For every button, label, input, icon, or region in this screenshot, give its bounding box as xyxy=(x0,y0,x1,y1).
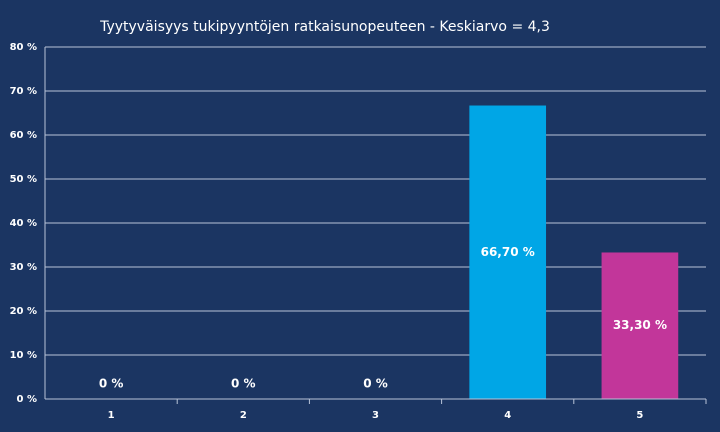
y-tick-label: 20 % xyxy=(10,306,37,317)
y-tick-label: 40 % xyxy=(10,218,37,229)
y-tick-label: 60 % xyxy=(10,130,37,141)
x-tick-label: 2 xyxy=(240,410,247,421)
value-label: 33,30 % xyxy=(613,318,667,332)
y-tick-label: 50 % xyxy=(10,174,37,185)
y-tick-label: 30 % xyxy=(10,262,37,273)
value-label: 0 % xyxy=(363,377,388,391)
value-label: 66,70 % xyxy=(481,245,535,259)
value-label: 0 % xyxy=(231,377,256,391)
value-label: 0 % xyxy=(99,377,124,391)
chart-title: Tyytyväisyys tukipyyntöjen ratkaisunopeu… xyxy=(99,19,550,35)
bar xyxy=(469,105,547,400)
y-tick-label: 80 % xyxy=(10,42,37,53)
x-tick-label: 3 xyxy=(372,410,379,421)
bar xyxy=(601,252,679,399)
y-tick-label: 70 % xyxy=(10,86,37,97)
x-tick-label: 5 xyxy=(636,410,643,421)
y-tick-label: 10 % xyxy=(10,350,37,361)
x-tick-label: 1 xyxy=(108,410,115,421)
y-tick-label: 0 % xyxy=(17,394,37,405)
x-tick-label: 4 xyxy=(504,410,511,421)
